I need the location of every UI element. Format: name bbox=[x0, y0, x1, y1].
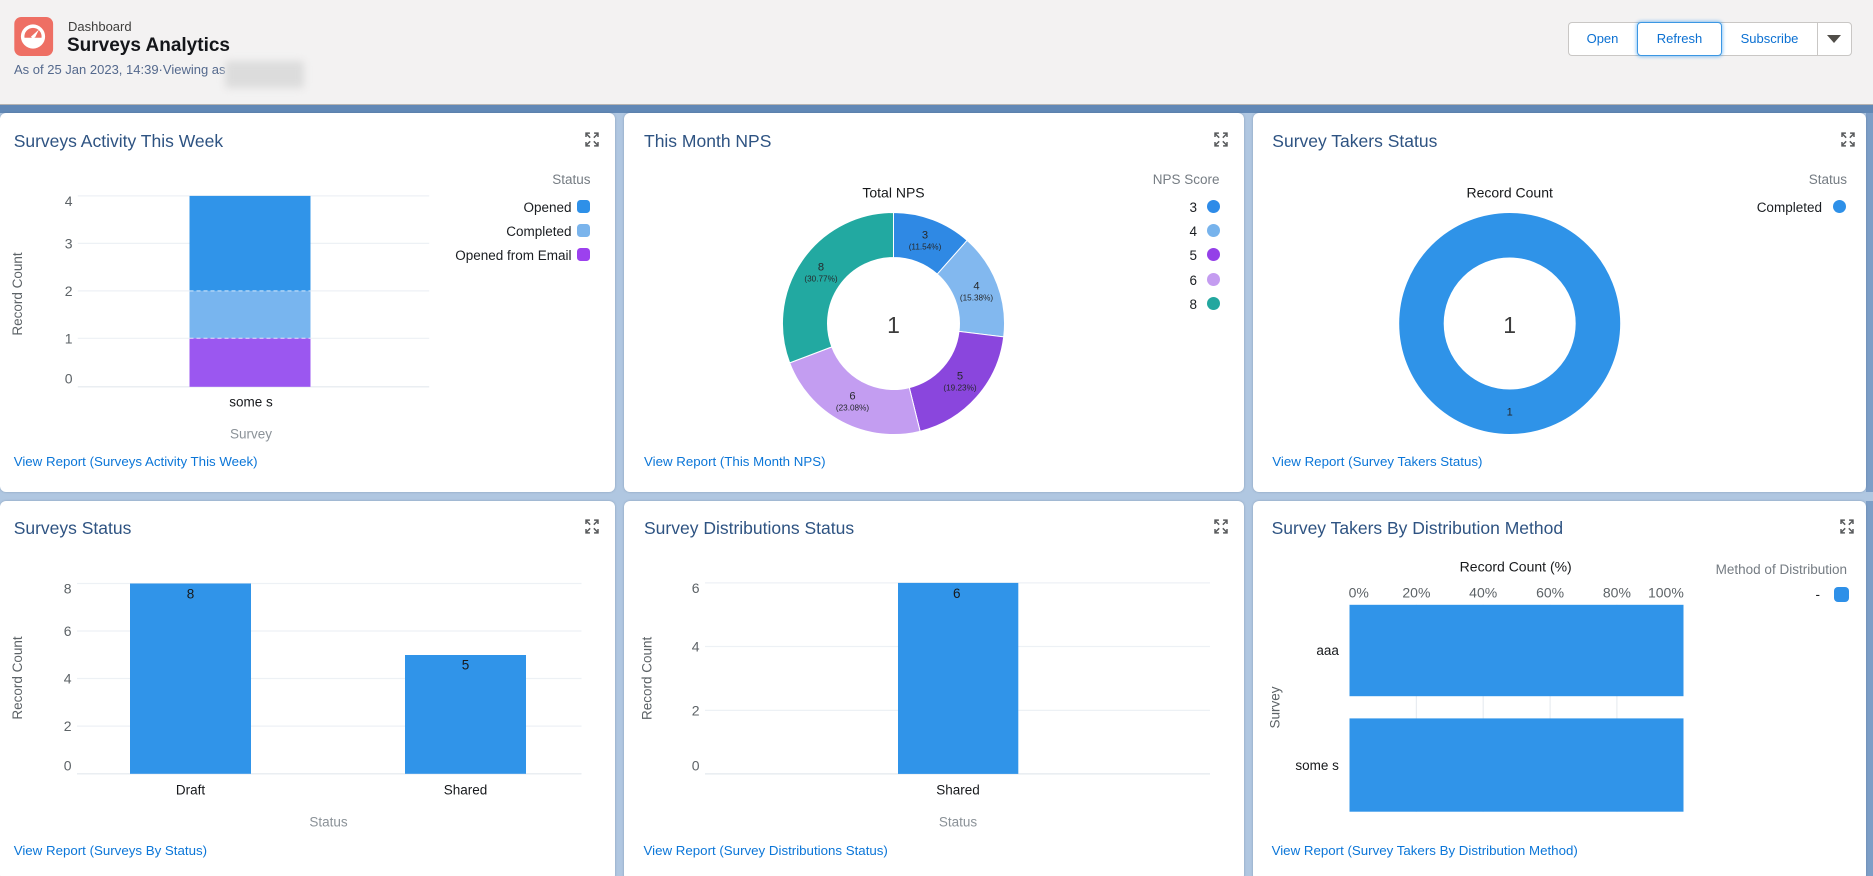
svg-text:3: 3 bbox=[65, 236, 73, 252]
svg-text:20%: 20% bbox=[1403, 584, 1431, 600]
svg-text:6: 6 bbox=[691, 579, 699, 595]
svg-text:0: 0 bbox=[691, 757, 699, 773]
svg-text:(19.23%): (19.23%) bbox=[943, 384, 976, 393]
svg-text:Survey: Survey bbox=[230, 427, 272, 442]
svg-text:40%: 40% bbox=[1469, 584, 1497, 600]
svg-text:(15.38%): (15.38%) bbox=[959, 294, 992, 303]
svg-text:0: 0 bbox=[65, 370, 73, 386]
svg-text:1: 1 bbox=[1507, 407, 1513, 419]
svg-text:0: 0 bbox=[64, 757, 72, 773]
svg-text:some s: some s bbox=[1296, 758, 1340, 773]
svg-text:Draft: Draft bbox=[176, 782, 206, 797]
svg-text:1: 1 bbox=[1504, 312, 1517, 338]
svg-text:4: 4 bbox=[64, 670, 72, 686]
svg-text:4: 4 bbox=[973, 281, 979, 293]
svg-text:5: 5 bbox=[956, 371, 962, 383]
svg-text:80%: 80% bbox=[1603, 584, 1631, 600]
svg-text:1: 1 bbox=[887, 312, 900, 338]
svg-text:Record Count: Record Count bbox=[1467, 185, 1553, 201]
svg-text:some s: some s bbox=[229, 395, 273, 410]
svg-text:2: 2 bbox=[691, 702, 699, 718]
svg-text:6: 6 bbox=[849, 391, 855, 403]
svg-text:Record Count: Record Count bbox=[639, 636, 654, 720]
svg-text:1: 1 bbox=[65, 331, 73, 347]
svg-text:100%: 100% bbox=[1648, 584, 1684, 600]
svg-text:0%: 0% bbox=[1349, 584, 1369, 600]
svg-text:Record Count (%): Record Count (%) bbox=[1460, 558, 1572, 574]
svg-text:8: 8 bbox=[187, 586, 195, 601]
svg-text:2: 2 bbox=[64, 718, 72, 734]
svg-text:(23.08%): (23.08%) bbox=[835, 404, 868, 413]
svg-text:Shared: Shared bbox=[444, 782, 488, 797]
svg-text:8: 8 bbox=[817, 262, 823, 274]
svg-text:(30.77%): (30.77%) bbox=[804, 275, 837, 284]
svg-text:4: 4 bbox=[65, 193, 73, 209]
svg-text:4: 4 bbox=[691, 638, 699, 654]
svg-text:6: 6 bbox=[64, 623, 72, 639]
svg-text:5: 5 bbox=[462, 657, 470, 672]
svg-text:8: 8 bbox=[64, 580, 72, 596]
svg-text:(11.54%): (11.54%) bbox=[908, 243, 941, 252]
svg-text:60%: 60% bbox=[1536, 584, 1564, 600]
svg-text:Record Count: Record Count bbox=[10, 252, 25, 336]
svg-text:aaa: aaa bbox=[1317, 643, 1340, 658]
svg-text:Shared: Shared bbox=[936, 782, 980, 797]
svg-text:Record Count: Record Count bbox=[10, 636, 25, 720]
svg-text:3: 3 bbox=[921, 230, 927, 242]
svg-text:Total NPS: Total NPS bbox=[862, 185, 924, 201]
svg-text:2: 2 bbox=[65, 283, 73, 299]
svg-text:Survey: Survey bbox=[1268, 686, 1283, 728]
svg-text:6: 6 bbox=[952, 585, 960, 600]
svg-text:Status: Status bbox=[309, 814, 348, 829]
svg-text:Status: Status bbox=[938, 814, 977, 829]
